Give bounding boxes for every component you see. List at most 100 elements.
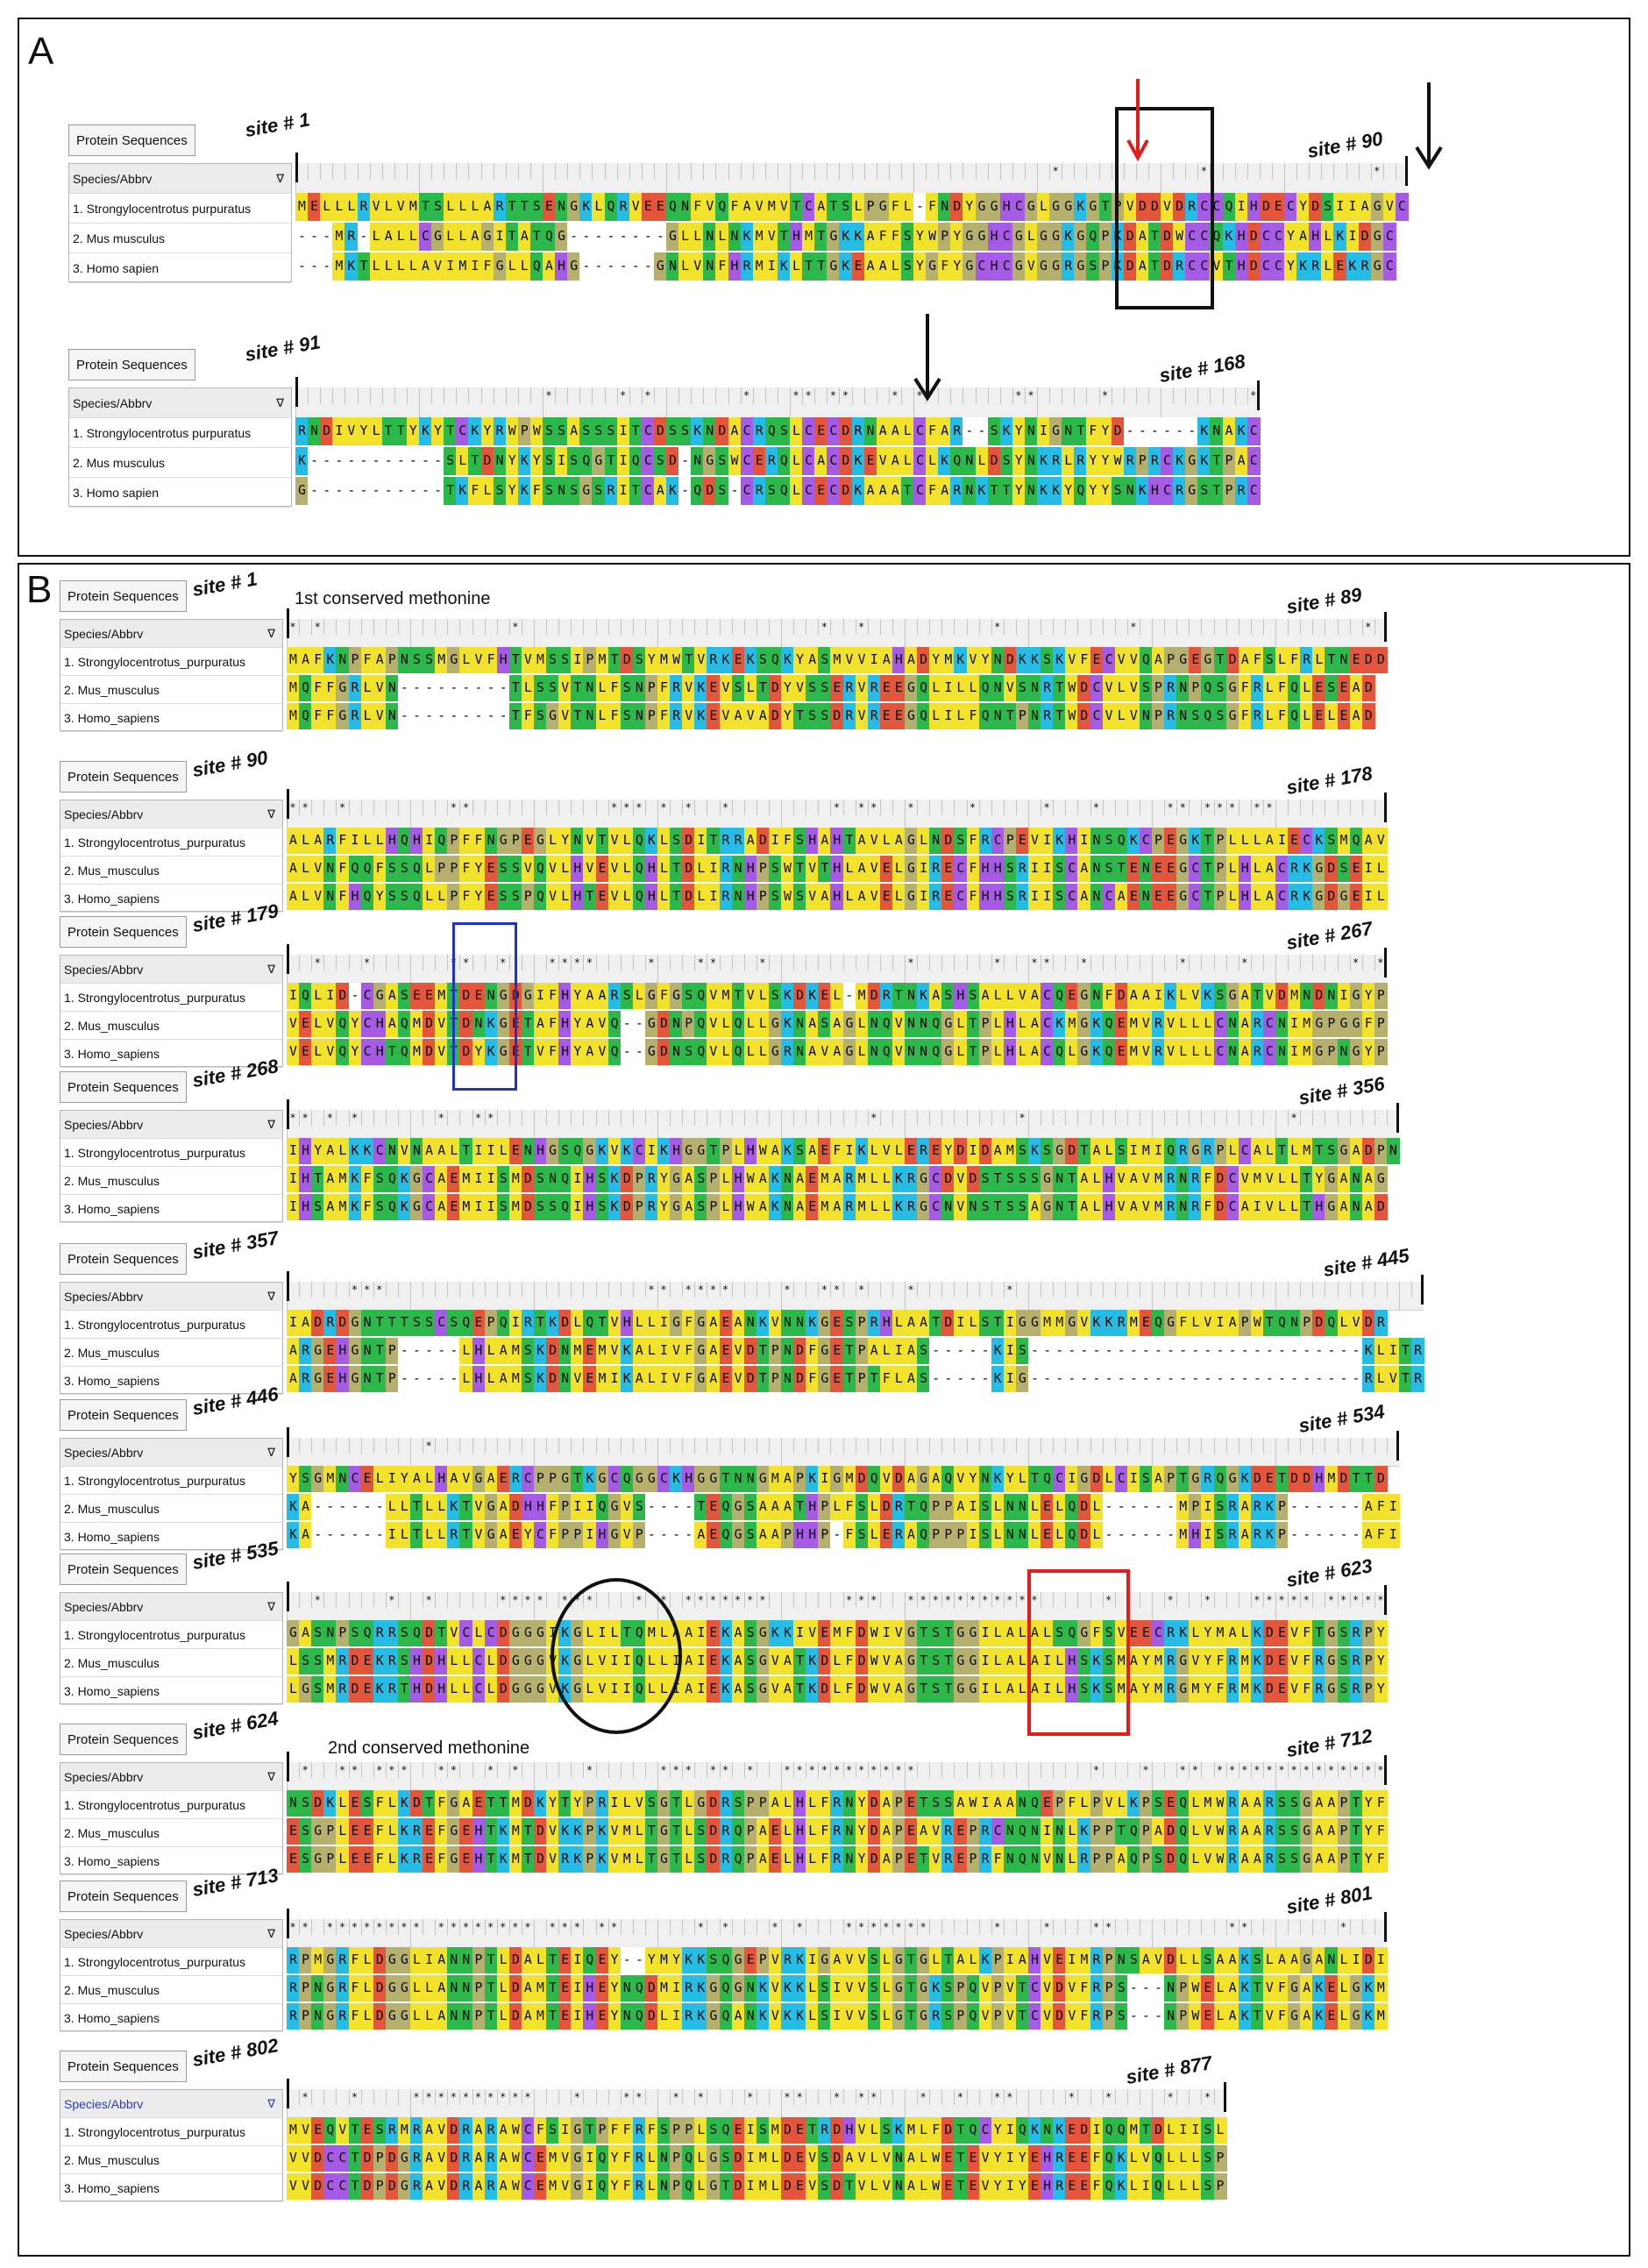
tab-protein-sequences[interactable]: Protein Sequences [60, 580, 187, 612]
ruler-tick [1247, 387, 1248, 404]
residue: G [521, 1676, 535, 1703]
residue: E [830, 1338, 844, 1364]
residue: E [1164, 828, 1178, 854]
residue: G [1225, 983, 1240, 1009]
ruler-tick [1053, 1110, 1055, 1126]
species-name[interactable]: 1. Strongylocentrotus_purpuratus [60, 1311, 282, 1339]
ruler-tick [1225, 619, 1227, 635]
residue: D [1111, 417, 1125, 445]
species-name[interactable]: 2. Mus_musculus [60, 2146, 282, 2174]
ruler-tick [1090, 1438, 1091, 1454]
residue: C [1197, 223, 1211, 251]
species-name[interactable]: 2. Mus musculus [69, 448, 291, 478]
species-name[interactable]: 1. Strongylocentrotus_purpuratus [60, 1948, 282, 1976]
residue: Y [1312, 1166, 1326, 1192]
sort-triangle-icon[interactable]: ∇ [276, 388, 284, 417]
residue: S [756, 2117, 770, 2144]
species-name[interactable]: 3. Homo_sapiens [60, 885, 282, 913]
species-header[interactable]: Species/Abbrv ∇ [60, 800, 282, 828]
species-name[interactable]: 1. Strongylocentrotus purpuratus [69, 418, 291, 448]
tab-protein-sequences[interactable]: Protein Sequences [68, 349, 195, 380]
residue: K [1015, 647, 1029, 673]
sort-triangle-icon[interactable]: ∇ [267, 1439, 275, 1466]
species-name[interactable]: 1. Strongylocentrotus_purpuratus [60, 1621, 282, 1649]
species-name[interactable]: 2. Mus_musculus [60, 1495, 282, 1523]
species-name[interactable]: 2. Mus_musculus [60, 1649, 282, 1677]
species-name[interactable]: 3. Homo_sapiens [60, 2174, 282, 2202]
species-name[interactable]: 3. Homo_sapiens [60, 704, 282, 732]
species-name[interactable]: 1. Strongylocentrotus_purpuratus [60, 984, 282, 1012]
residue: R [1114, 1310, 1128, 1336]
species-name[interactable]: 3. Homo_sapiens [60, 1040, 282, 1068]
species-name[interactable]: 1. Strongylocentrotus purpuratus [69, 194, 291, 224]
species-header[interactable]: Species/Abbrv ∇ [60, 1920, 282, 1948]
species-name[interactable]: 3. Homo sapien [69, 253, 291, 283]
tab-protein-sequences[interactable]: Protein Sequences [60, 1553, 187, 1585]
species-header[interactable]: Species/Abbrv ∇ [60, 620, 282, 648]
sort-triangle-icon[interactable]: ∇ [267, 1920, 275, 1947]
species-name[interactable]: 1. Strongylocentrotus_purpuratus [60, 1139, 282, 1167]
species-name[interactable]: 3. Homo_sapiens [60, 1523, 282, 1551]
species-header[interactable]: Species/Abbrv ∇ [60, 1283, 282, 1311]
tab-protein-sequences[interactable]: Protein Sequences [60, 1399, 187, 1431]
species-header[interactable]: Species/Abbrv ∇ [69, 388, 291, 418]
species-name[interactable]: 2. Mus_musculus [60, 1012, 282, 1040]
species-header[interactable]: Species/Abbrv ∇ [60, 1593, 282, 1621]
residue: N [842, 1846, 856, 1873]
tab-protein-sequences[interactable]: Protein Sequences [60, 1243, 187, 1275]
tab-protein-sequences[interactable]: Protein Sequences [60, 1724, 187, 1755]
residue: C [1247, 447, 1261, 475]
species-header[interactable]: Species/Abbrv ∇ [60, 956, 282, 984]
tab-protein-sequences[interactable]: Protein Sequences [60, 1881, 187, 1912]
species-header[interactable]: Species/Abbrv ∇ [69, 164, 291, 194]
residue: A [1028, 1011, 1041, 1037]
residue: L [954, 1011, 968, 1037]
species-name[interactable]: 3. Homo_sapiens [60, 1677, 282, 1705]
residue: D [360, 2145, 374, 2172]
species-name[interactable]: 2. Mus_musculus [60, 1976, 282, 2004]
residue: C [1238, 1138, 1252, 1164]
species-name[interactable]: 2. Mus_musculus [60, 857, 282, 885]
species-name[interactable]: 2. Mus_musculus [60, 676, 282, 704]
sort-triangle-icon[interactable]: ∇ [267, 800, 275, 828]
species-name[interactable]: 2. Mus_musculus [60, 1339, 282, 1367]
residue: E [1114, 1011, 1128, 1037]
tab-protein-sequences[interactable]: Protein Sequences [68, 124, 195, 156]
species-header[interactable]: Species/Abbrv ∇ [60, 1763, 282, 1791]
species-name[interactable]: 1. Strongylocentrotus_purpuratus [60, 648, 282, 676]
residue: Q [583, 1947, 597, 1973]
species-header-label: Species/Abbrv [64, 963, 143, 977]
species-header-label: Species/Abbrv [73, 396, 152, 410]
species-header[interactable]: Species/Abbrv ∇ [60, 1111, 282, 1139]
species-name[interactable]: 2. Mus musculus [69, 224, 291, 253]
species-name[interactable]: 1. Strongylocentrotus_purpuratus [60, 2118, 282, 2146]
ruler-tick [632, 1110, 634, 1126]
tab-protein-sequences[interactable]: Protein Sequences [60, 761, 187, 793]
tab-protein-sequences[interactable]: Protein Sequences [60, 2051, 187, 2082]
conservation-star: * [1065, 2091, 1077, 2103]
sort-triangle-icon[interactable]: ∇ [267, 1111, 275, 1138]
species-name[interactable]: 3. Homo_sapiens [60, 1195, 282, 1223]
residue: K [694, 703, 708, 729]
species-name[interactable]: 1. Strongylocentrotus_purpuratus [60, 1791, 282, 1819]
species-name[interactable]: 3. Homo_sapiens [60, 2004, 282, 2032]
tab-protein-sequences[interactable]: Protein Sequences [60, 1071, 187, 1103]
tab-protein-sequences[interactable]: Protein Sequences [60, 916, 187, 948]
sort-triangle-icon[interactable]: ∇ [267, 1593, 275, 1620]
species-header[interactable]: Species/Abbrv ∇ [60, 2090, 282, 2118]
species-name[interactable]: 2. Mus_musculus [60, 1167, 282, 1195]
sort-triangle-icon[interactable]: ∇ [267, 620, 275, 647]
sort-triangle-icon[interactable]: ∇ [267, 1283, 275, 1310]
species-name[interactable]: 3. Homo_sapiens [60, 1367, 282, 1395]
species-name[interactable]: 3. Homo sapien [69, 478, 291, 508]
sort-triangle-icon[interactable]: ∇ [276, 164, 284, 193]
species-name[interactable]: 1. Strongylocentrotus_purpuratus [60, 1467, 282, 1495]
species-header[interactable]: Species/Abbrv ∇ [60, 1439, 282, 1467]
ruler-tick [1300, 1282, 1302, 1298]
sort-triangle-icon[interactable]: ∇ [267, 956, 275, 983]
species-name[interactable]: 1. Strongylocentrotus_purpuratus [60, 828, 282, 857]
species-name[interactable]: 2. Mus_musculus [60, 1819, 282, 1847]
residue: V [891, 1011, 906, 1037]
sort-triangle-icon[interactable]: ∇ [267, 2090, 275, 2117]
sort-triangle-icon[interactable]: ∇ [267, 1763, 275, 1790]
